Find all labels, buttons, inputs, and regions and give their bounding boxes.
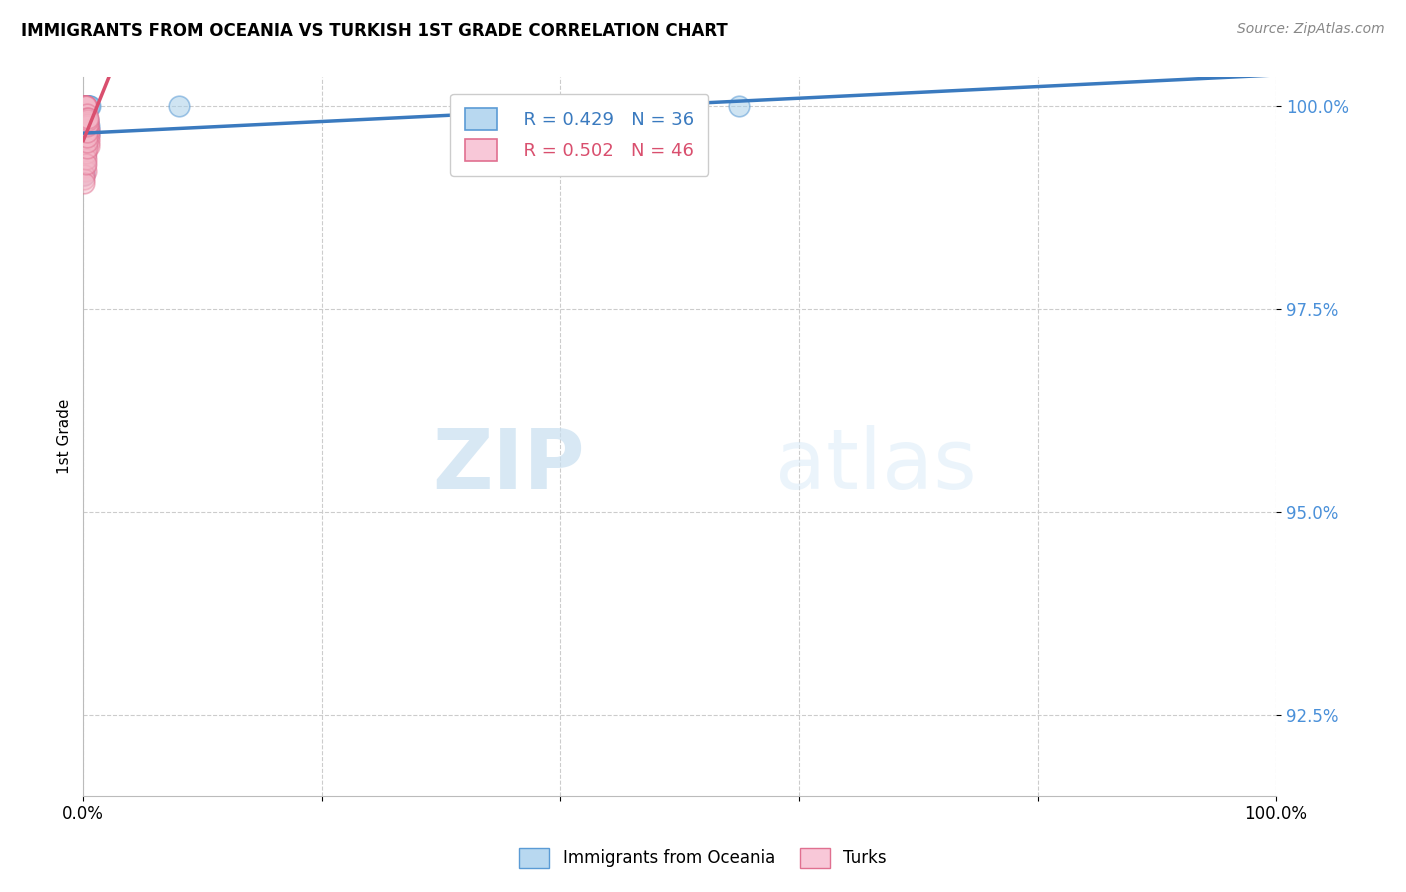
Point — [79, 139, 101, 153]
Point — [77, 119, 100, 133]
Point — [77, 136, 100, 150]
Point — [73, 99, 96, 113]
Point — [75, 145, 97, 160]
Point — [75, 163, 97, 178]
Point — [76, 99, 98, 113]
Point — [75, 131, 97, 145]
Point — [728, 99, 751, 113]
Point — [75, 99, 97, 113]
Point — [76, 125, 98, 139]
Point — [73, 109, 96, 123]
Point — [73, 147, 96, 161]
Point — [73, 144, 96, 158]
Point — [73, 145, 96, 160]
Point — [77, 99, 100, 113]
Point — [72, 176, 94, 190]
Point — [76, 99, 98, 113]
Point — [76, 99, 98, 113]
Point — [75, 141, 97, 155]
Point — [75, 131, 97, 145]
Point — [76, 117, 98, 131]
Point — [76, 113, 98, 128]
Point — [75, 99, 97, 113]
Point — [73, 128, 96, 142]
Point — [76, 107, 98, 121]
Point — [75, 152, 97, 166]
Point — [72, 172, 94, 186]
Point — [75, 99, 97, 113]
Point — [77, 123, 100, 137]
Text: atlas: atlas — [775, 425, 977, 506]
Point — [73, 160, 96, 174]
Legend: Immigrants from Oceania, Turks: Immigrants from Oceania, Turks — [513, 841, 893, 875]
Point — [77, 119, 100, 133]
Point — [77, 111, 100, 125]
Point — [75, 155, 97, 169]
Point — [75, 160, 97, 174]
Point — [76, 117, 98, 131]
Point — [73, 99, 96, 113]
Point — [73, 105, 96, 120]
Point — [75, 99, 97, 113]
Legend:   R = 0.429   N = 36,   R = 0.502   N = 46: R = 0.429 N = 36, R = 0.502 N = 46 — [450, 94, 709, 176]
Point — [77, 128, 100, 142]
Point — [73, 149, 96, 163]
Point — [77, 115, 100, 129]
Point — [75, 136, 97, 150]
Point — [76, 119, 98, 133]
Point — [75, 157, 97, 171]
Point — [76, 121, 98, 136]
Point — [73, 139, 96, 153]
Point — [75, 99, 97, 113]
Point — [79, 99, 101, 113]
Point — [73, 157, 96, 171]
Point — [75, 99, 97, 113]
Point — [79, 128, 101, 142]
Point — [76, 141, 98, 155]
Text: Source: ZipAtlas.com: Source: ZipAtlas.com — [1237, 22, 1385, 37]
Point — [76, 113, 98, 128]
Point — [75, 99, 97, 113]
Point — [75, 121, 97, 136]
Point — [73, 152, 96, 166]
Point — [76, 136, 98, 150]
Point — [75, 99, 97, 113]
Point — [76, 129, 98, 144]
Point — [73, 155, 96, 169]
Point — [73, 149, 96, 163]
Point — [73, 133, 96, 147]
Point — [75, 99, 97, 113]
Point — [77, 113, 100, 128]
Point — [77, 99, 100, 113]
Point — [77, 131, 100, 145]
Point — [76, 125, 98, 139]
Point — [73, 99, 96, 113]
Point — [77, 99, 100, 113]
Point — [76, 136, 98, 150]
Point — [77, 123, 100, 137]
Point — [73, 168, 96, 182]
Text: IMMIGRANTS FROM OCEANIA VS TURKISH 1ST GRADE CORRELATION CHART: IMMIGRANTS FROM OCEANIA VS TURKISH 1ST G… — [21, 22, 728, 40]
Point — [76, 111, 98, 125]
Point — [76, 117, 98, 131]
Point — [75, 111, 97, 125]
Point — [73, 121, 96, 136]
Text: ZIP: ZIP — [432, 425, 585, 506]
Point — [167, 99, 190, 113]
Point — [73, 168, 96, 182]
Y-axis label: 1st Grade: 1st Grade — [58, 399, 72, 475]
Point — [77, 125, 100, 139]
Point — [73, 144, 96, 158]
Point — [73, 163, 96, 178]
